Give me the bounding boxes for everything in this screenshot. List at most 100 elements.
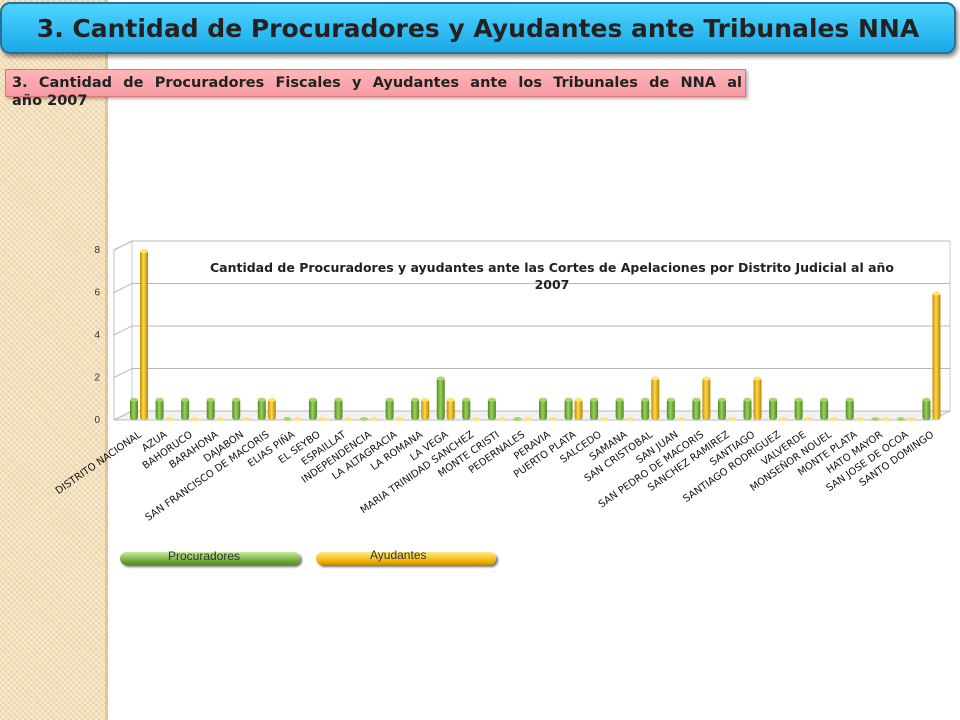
bar-top-ayudantes bbox=[779, 417, 788, 421]
bar-procuradores bbox=[820, 398, 829, 420]
bar-procuradores bbox=[232, 398, 241, 420]
bar-top-ayudantes bbox=[676, 417, 685, 421]
bar-ayudantes bbox=[753, 377, 762, 420]
bar-top-ayudantes bbox=[932, 291, 941, 296]
bar-top-ayudantes bbox=[242, 417, 251, 421]
bar-top-procuradores bbox=[130, 397, 138, 402]
y-tick-label: 6 bbox=[94, 288, 100, 299]
bar-ayudantes bbox=[140, 250, 148, 420]
subtitle: 3. Cantidad de Procuradores Fiscales y A… bbox=[12, 74, 742, 110]
bar-top-procuradores bbox=[743, 397, 752, 402]
bar-procuradores bbox=[769, 398, 778, 420]
bar-top-procuradores bbox=[206, 397, 215, 402]
bar-top-ayudantes bbox=[267, 397, 276, 402]
bar-procuradores bbox=[411, 398, 420, 420]
bar-top-ayudantes bbox=[216, 417, 225, 421]
bar-top-ayudantes bbox=[600, 417, 609, 421]
subtitle-line-2: año 2007 bbox=[12, 93, 88, 109]
bar-procuradores bbox=[794, 398, 803, 420]
bar-top-procuradores bbox=[257, 397, 266, 402]
bar-ayudantes bbox=[651, 377, 660, 420]
bar-top-ayudantes bbox=[472, 417, 481, 421]
y-tick-label: 0 bbox=[94, 415, 100, 426]
bar-top-procuradores bbox=[692, 397, 701, 402]
legend-label-procuradores: Procuradores bbox=[168, 549, 241, 563]
bar-top-procuradores bbox=[896, 417, 905, 421]
bar-top-procuradores bbox=[436, 376, 445, 381]
bar-top-procuradores bbox=[871, 417, 880, 421]
bar-top-procuradores bbox=[334, 397, 343, 402]
bar-top-procuradores bbox=[717, 397, 726, 402]
gridline bbox=[113, 368, 950, 378]
subtitle-line-1: 3. Cantidad de Procuradores Fiscales y A… bbox=[12, 75, 742, 91]
bar-procuradores bbox=[181, 398, 190, 420]
legend-swatch-ayudantes bbox=[316, 552, 496, 565]
bar-procuradores bbox=[564, 398, 573, 420]
bar-top-procuradores bbox=[794, 397, 803, 402]
bar-top-ayudantes bbox=[625, 417, 634, 421]
bar-top-procuradores bbox=[820, 397, 829, 402]
bar-top-procuradores bbox=[232, 397, 241, 402]
bar-procuradores bbox=[539, 398, 547, 420]
y-tick-label: 8 bbox=[94, 245, 100, 256]
bar-procuradores bbox=[206, 398, 215, 420]
bar-top-ayudantes bbox=[370, 417, 379, 421]
bar-top-ayudantes bbox=[446, 397, 455, 402]
y-tick-label: 4 bbox=[94, 330, 100, 341]
bar-ayudantes bbox=[702, 377, 711, 420]
bar-top-ayudantes bbox=[344, 417, 353, 421]
bar-top-procuradores bbox=[181, 397, 190, 402]
bar-top-ayudantes bbox=[293, 417, 302, 421]
bar-top-ayudantes bbox=[727, 417, 736, 421]
chart-title-line-1: Cantidad de Procuradores y ayudantes ant… bbox=[210, 260, 894, 275]
bar-procuradores bbox=[590, 398, 599, 420]
bar-top-ayudantes bbox=[549, 417, 557, 421]
bar-top-ayudantes bbox=[702, 376, 711, 381]
y-tick-label: 2 bbox=[94, 373, 100, 384]
bar-procuradores bbox=[743, 398, 752, 420]
bar-top-procuradores bbox=[922, 397, 931, 402]
bar-top-procuradores bbox=[666, 397, 675, 402]
bar-procuradores bbox=[257, 398, 266, 420]
bar-top-procuradores bbox=[308, 397, 317, 402]
bar-procuradores bbox=[641, 398, 650, 420]
bar-procuradores bbox=[615, 398, 624, 420]
bar-top-ayudantes bbox=[165, 417, 174, 421]
gridline bbox=[113, 325, 950, 336]
bar-top-ayudantes bbox=[523, 417, 532, 421]
bar-top-procuradores bbox=[539, 397, 547, 402]
bar-ayudantes bbox=[421, 398, 430, 420]
bar-top-procuradores bbox=[769, 397, 778, 402]
bar-procuradores bbox=[666, 398, 675, 420]
bar-procuradores bbox=[155, 398, 164, 420]
bar-procuradores bbox=[487, 398, 496, 420]
bar-procuradores bbox=[308, 398, 317, 420]
bar-ayudantes bbox=[267, 398, 276, 420]
bar-top-ayudantes bbox=[318, 417, 327, 421]
bar-procuradores bbox=[130, 398, 138, 420]
bar-ayudantes bbox=[446, 398, 455, 420]
bar-top-ayudantes bbox=[906, 417, 915, 421]
bar-top-ayudantes bbox=[191, 417, 200, 421]
legend-label-ayudantes: Ayudantes bbox=[370, 548, 427, 562]
chart-title-line-2: 2007 bbox=[535, 277, 570, 292]
subtitle-box bbox=[5, 69, 746, 97]
bar-top-procuradores bbox=[411, 397, 420, 402]
bar-top-procuradores bbox=[615, 397, 624, 402]
bar-top-procuradores bbox=[513, 417, 522, 421]
bar-ayudantes bbox=[932, 292, 941, 420]
bar-top-procuradores bbox=[155, 397, 164, 402]
bar-top-procuradores bbox=[385, 397, 394, 402]
bar-procuradores bbox=[922, 398, 931, 420]
bar-top-procuradores bbox=[845, 397, 854, 402]
bar-top-procuradores bbox=[590, 397, 599, 402]
bar-top-ayudantes bbox=[574, 397, 583, 402]
bar-top-ayudantes bbox=[855, 417, 864, 421]
bar-procuradores bbox=[845, 398, 854, 420]
bar-top-ayudantes bbox=[651, 376, 660, 381]
legend-swatch-procuradores bbox=[120, 552, 300, 565]
bar-procuradores bbox=[692, 398, 701, 420]
decorative-side-band bbox=[0, 0, 108, 720]
bar-top-procuradores bbox=[487, 397, 496, 402]
bar-top-procuradores bbox=[641, 397, 650, 402]
